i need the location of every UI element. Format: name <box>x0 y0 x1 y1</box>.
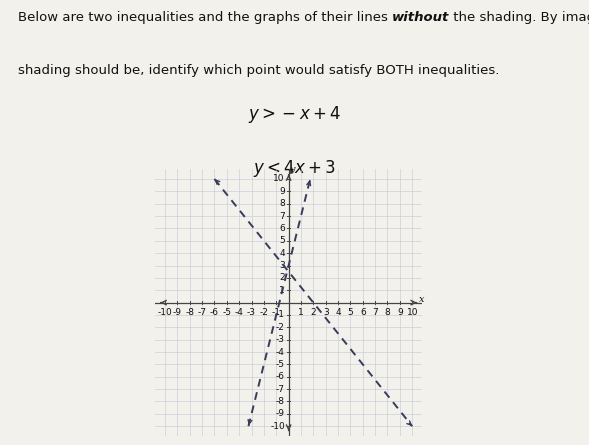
Text: without: without <box>392 11 449 24</box>
Text: 9: 9 <box>397 308 403 317</box>
Text: -1: -1 <box>272 308 281 317</box>
Text: -9: -9 <box>173 308 182 317</box>
Text: 1: 1 <box>298 308 304 317</box>
Text: $y > -x + 4$: $y > -x + 4$ <box>248 104 341 125</box>
Text: -5: -5 <box>222 308 231 317</box>
Text: 6: 6 <box>279 224 285 233</box>
Text: 5: 5 <box>348 308 353 317</box>
Text: 9: 9 <box>279 187 285 196</box>
Text: 3: 3 <box>323 308 329 317</box>
Text: -9: -9 <box>276 409 285 418</box>
Text: 4: 4 <box>279 249 285 258</box>
Text: shading should be, identify which point would satisfy BOTH inequalities.: shading should be, identify which point … <box>18 64 499 77</box>
Text: 2: 2 <box>279 273 285 283</box>
Text: 3: 3 <box>279 261 285 270</box>
Text: 4: 4 <box>335 308 341 317</box>
Text: 10: 10 <box>406 308 418 317</box>
Text: 8: 8 <box>279 199 285 208</box>
Text: -4: -4 <box>276 348 285 356</box>
Text: -8: -8 <box>185 308 194 317</box>
Text: -7: -7 <box>197 308 207 317</box>
Text: 7: 7 <box>279 211 285 221</box>
Text: the shading. By imagining where the: the shading. By imagining where the <box>449 11 589 24</box>
Text: 1: 1 <box>279 286 285 295</box>
Text: 8: 8 <box>385 308 391 317</box>
Text: -1: -1 <box>276 311 285 320</box>
Text: -2: -2 <box>276 323 285 332</box>
Text: 2: 2 <box>310 308 316 317</box>
Text: 6: 6 <box>360 308 366 317</box>
Text: -6: -6 <box>276 372 285 381</box>
Text: -10: -10 <box>158 308 173 317</box>
Text: -5: -5 <box>276 360 285 369</box>
Text: -3: -3 <box>247 308 256 317</box>
Text: -4: -4 <box>235 308 244 317</box>
Text: -6: -6 <box>210 308 219 317</box>
Text: Below are two inequalities and the graphs of their lines: Below are two inequalities and the graph… <box>18 11 392 24</box>
Text: x: x <box>419 295 425 304</box>
Text: 5: 5 <box>279 236 285 245</box>
Text: 10: 10 <box>273 174 285 183</box>
Text: y: y <box>290 165 295 174</box>
Text: -2: -2 <box>259 308 269 317</box>
Text: $y < 4x + 3$: $y < 4x + 3$ <box>253 158 336 178</box>
Text: -7: -7 <box>276 384 285 394</box>
Text: 7: 7 <box>372 308 378 317</box>
Text: -10: -10 <box>270 422 285 431</box>
Text: -8: -8 <box>276 397 285 406</box>
Text: -3: -3 <box>276 335 285 344</box>
